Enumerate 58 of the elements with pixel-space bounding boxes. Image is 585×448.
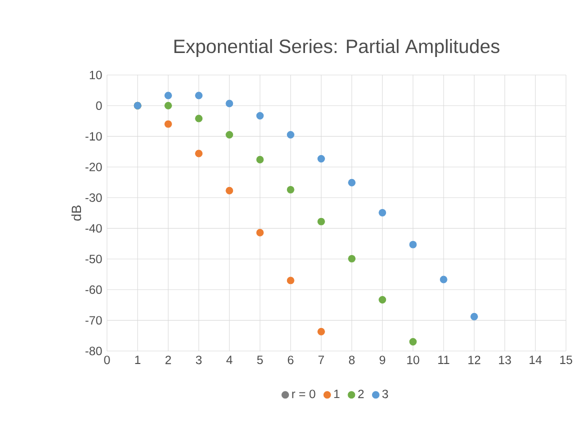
legend-label: 2 xyxy=(358,390,364,398)
x-tick-label: 6 xyxy=(288,356,294,364)
y-tick-label: -70 xyxy=(85,316,102,325)
point xyxy=(195,92,203,100)
point xyxy=(256,112,264,120)
point xyxy=(286,131,294,139)
point xyxy=(348,254,356,262)
y-tick-label: -10 xyxy=(85,132,102,141)
x-tick-label: 12 xyxy=(468,356,480,364)
point xyxy=(409,240,417,248)
point xyxy=(470,312,478,320)
x-tick-label: 1 xyxy=(135,356,140,364)
point xyxy=(378,296,386,304)
point xyxy=(378,208,386,216)
point xyxy=(286,186,294,194)
legend-label: r = 0 xyxy=(292,390,316,398)
point xyxy=(317,154,325,162)
y-tick-label: -40 xyxy=(85,224,102,233)
x-tick-label: 2 xyxy=(165,356,171,364)
x-tick-label: 0 xyxy=(104,356,110,364)
y-axis-title: dB xyxy=(71,206,82,221)
x-tick-label: 5 xyxy=(257,356,263,364)
x-tick-label: 10 xyxy=(407,356,420,364)
point xyxy=(348,178,356,186)
x-tick-label: 8 xyxy=(348,356,355,364)
point xyxy=(317,218,325,226)
y-tick-label: -20 xyxy=(85,162,102,172)
y-tick-label: 0 xyxy=(96,101,102,110)
point xyxy=(226,131,234,139)
point xyxy=(226,186,234,194)
legend-label: 1 xyxy=(334,390,340,398)
x-tick-label: 3 xyxy=(196,356,202,364)
x-tick-label: 13 xyxy=(499,356,511,364)
x-tick-label: 7 xyxy=(318,356,324,364)
point xyxy=(317,328,325,336)
point xyxy=(440,276,448,284)
x-tick-label: 15 xyxy=(560,356,572,364)
point xyxy=(409,338,417,346)
legend-label: 3 xyxy=(382,390,388,398)
point xyxy=(195,114,203,122)
x-tick-label: 14 xyxy=(530,356,542,364)
y-tick-label: -80 xyxy=(85,346,102,356)
point xyxy=(256,156,264,164)
chart-title: Exponential Series: Partial Amplitudes xyxy=(174,39,500,57)
x-tick-label: 9 xyxy=(380,356,386,364)
x-tick-label: 11 xyxy=(438,356,450,364)
point xyxy=(164,120,172,128)
point xyxy=(164,102,172,110)
point xyxy=(256,228,264,236)
y-tick-label: -50 xyxy=(85,254,102,264)
point xyxy=(164,92,172,100)
point xyxy=(195,150,203,158)
y-tick-label: -30 xyxy=(85,193,102,202)
x-tick-label: 4 xyxy=(226,356,232,364)
y-tick-label: 10 xyxy=(90,70,102,80)
point xyxy=(226,100,234,108)
point xyxy=(286,276,294,284)
y-tick-label: -60 xyxy=(85,285,102,294)
